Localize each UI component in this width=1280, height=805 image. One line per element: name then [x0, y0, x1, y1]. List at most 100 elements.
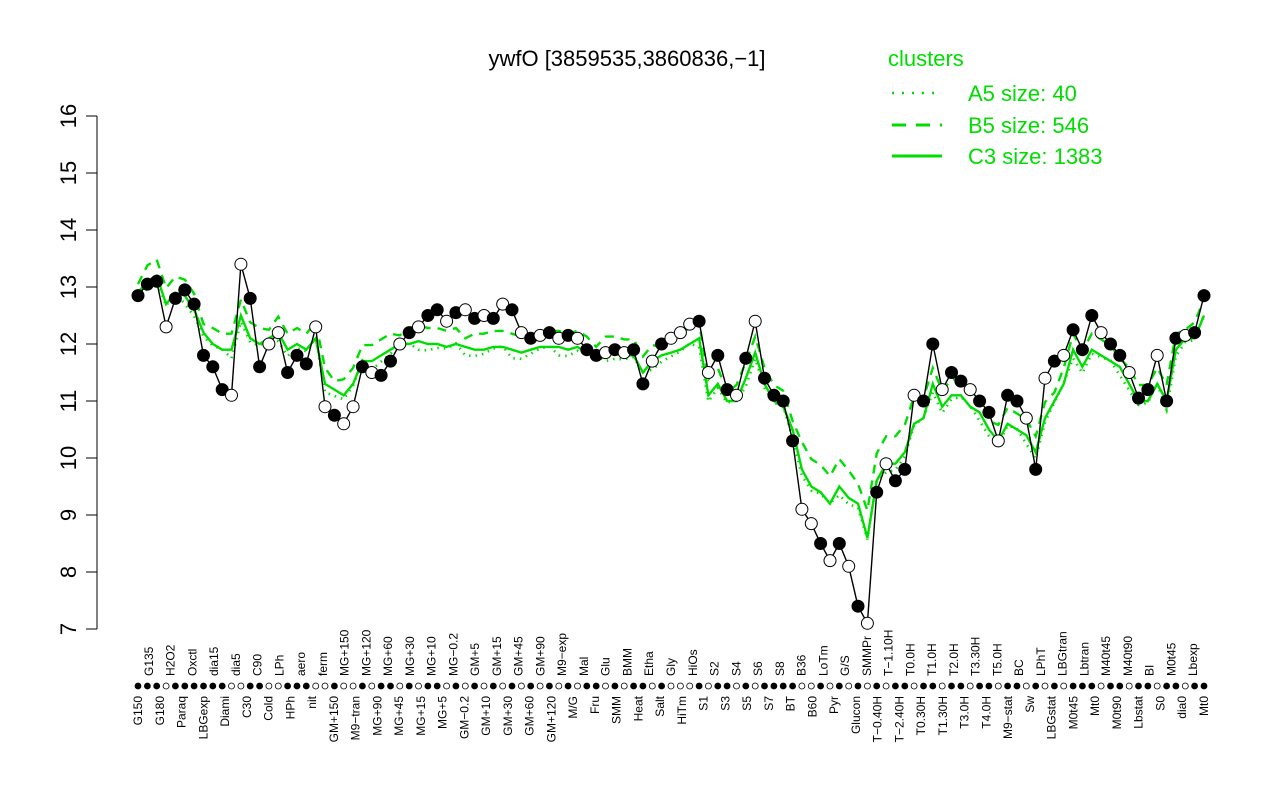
data-point [655, 337, 669, 351]
data-point [1132, 391, 1145, 405]
rug-point [882, 682, 890, 690]
x-tick-label: S8 [773, 661, 787, 676]
y-tick-label: 8 [56, 566, 81, 578]
x-tick-label: GM+90 [534, 636, 548, 676]
data-point [945, 366, 958, 379]
rug-point [1088, 682, 1096, 690]
chart-title: ywfO [3859535,3860836,−1] [488, 46, 765, 71]
data-point [832, 537, 846, 550]
rug-point [733, 682, 740, 690]
series-line-c3 [137, 273, 1206, 539]
rug-point [209, 682, 217, 690]
data-point [253, 360, 267, 374]
rug-point [948, 682, 955, 690]
data-point [206, 360, 220, 374]
x-tick-label: M40t90 [1121, 636, 1135, 676]
data-point [234, 257, 248, 271]
data-point [197, 348, 210, 362]
data-point [1141, 383, 1155, 397]
rug-point [1163, 682, 1170, 690]
x-tick-label: M40t45 [1099, 636, 1113, 676]
x-tick-label: dia5 [229, 653, 243, 676]
rug-point [489, 682, 497, 690]
x-tick-label: Glu [599, 657, 613, 676]
x-tick-label: MG+45 [392, 696, 406, 736]
x-tick-label: M9−tran [349, 696, 363, 740]
data-point [486, 311, 500, 325]
data-point [542, 326, 556, 340]
rug-point [892, 682, 899, 690]
x-tick-label: Lbtran [1077, 642, 1091, 676]
y-tick-label: 9 [56, 509, 81, 521]
data-point [1150, 348, 1164, 362]
data-point [440, 314, 454, 328]
legend-item-b5: B5 size: 546 [968, 113, 1089, 138]
rug-point [826, 682, 834, 690]
x-tick-label: B60 [805, 696, 819, 718]
x-tick-label: Mt0 [1088, 696, 1102, 716]
data-point [571, 331, 584, 345]
rug-point [443, 682, 451, 690]
rug-point [256, 682, 264, 690]
data-point [1188, 326, 1202, 340]
legend-item-a5: A5 size: 40 [968, 81, 1077, 106]
data-point [374, 368, 388, 382]
rug-point [901, 682, 909, 690]
rug-point [854, 682, 862, 690]
y-tick-label: 15 [56, 161, 81, 185]
x-tick-label: dia0 [1175, 696, 1189, 719]
rug-point [143, 682, 151, 690]
x-tick-label: nit [305, 695, 319, 708]
data-point [1038, 371, 1052, 385]
rug-point [293, 682, 301, 690]
x-tick-label: S7 [762, 696, 776, 711]
data-point [842, 559, 856, 573]
rug-point [368, 682, 376, 690]
data-point [692, 314, 706, 328]
x-tick-label: T−1.10H [882, 630, 896, 676]
rug-point [340, 682, 348, 690]
data-point [1047, 354, 1061, 368]
x-tick-label: G/S [838, 655, 852, 676]
data-point [1197, 289, 1211, 303]
x-tick-label: MG+30 [403, 636, 417, 676]
x-tick-label: MG+15 [414, 696, 428, 736]
rug-point [358, 682, 366, 690]
y-tick-label: 14 [56, 218, 81, 242]
rug-point [677, 682, 684, 690]
data-point [271, 326, 285, 340]
data-point [748, 314, 762, 328]
x-tick-label: S2 [708, 661, 722, 676]
x-tick-label: T0.30H [914, 696, 928, 735]
x-tick-label: LoTm [816, 645, 830, 676]
x-tick-label: Glucon [849, 696, 863, 734]
data-point [1094, 326, 1108, 340]
rug-point [171, 682, 179, 690]
data-point [150, 274, 164, 288]
data-point [421, 309, 435, 322]
data-point [290, 348, 304, 362]
data-point [973, 394, 987, 408]
data-point [393, 337, 407, 351]
x-tick-label: T−0.40H [871, 696, 885, 742]
y-tick-label: 11 [56, 390, 81, 413]
data-point [1010, 394, 1024, 408]
data-point [907, 388, 921, 402]
x-tick-label: G180 [153, 696, 167, 726]
x-tick-label: C30 [240, 696, 254, 718]
x-tick-label: M0t90 [1110, 696, 1124, 730]
rug-point [349, 682, 357, 690]
rug-point [415, 682, 422, 690]
y-tick-label: 7 [56, 623, 81, 635]
data-point [711, 348, 725, 362]
rug-point [274, 682, 282, 690]
x-tick-label: LBGstat [1045, 695, 1059, 739]
rug-point [480, 682, 488, 690]
data-point [767, 388, 781, 402]
x-tick-label: T−2.40H [892, 696, 906, 742]
rug-point [602, 682, 609, 690]
x-tick-label: MG+60 [381, 636, 395, 676]
rug-point [508, 682, 516, 690]
rug-point [611, 682, 619, 690]
